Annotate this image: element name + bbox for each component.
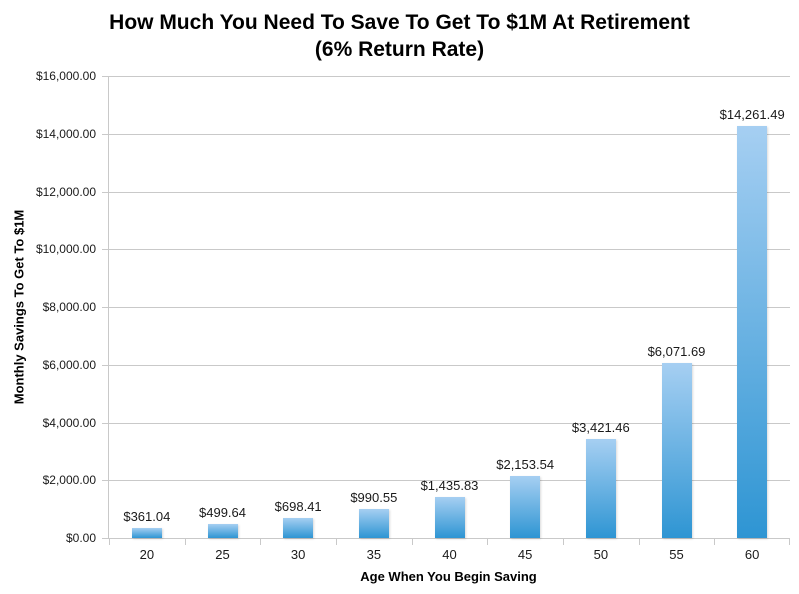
x-axis-tick xyxy=(184,539,186,545)
bar xyxy=(510,475,541,538)
bar-value-label: $2,153.54 xyxy=(496,456,555,472)
y-tick-label: $8,000.00 xyxy=(42,300,96,314)
y-tick-label: $0.00 xyxy=(65,531,96,545)
gridline xyxy=(109,76,790,77)
bar xyxy=(434,496,465,538)
bar xyxy=(207,523,238,538)
y-axis-tick xyxy=(102,422,108,424)
y-axis-tick xyxy=(102,76,108,77)
plot-area: $361.04 20 $499.64 25 $698.41 30 $990.55 35 $1,4… xyxy=(102,76,790,562)
bar xyxy=(131,527,162,538)
x-tick-label: 25 xyxy=(215,547,230,562)
bar-value-label: $499.64 xyxy=(199,504,246,520)
bar xyxy=(737,126,768,538)
y-tick-label: $4,000.00 xyxy=(42,415,96,430)
y-axis-tick xyxy=(102,364,108,366)
chart-title-line1: How Much You Need To Save To Get To $1M … xyxy=(109,11,690,34)
y-axis-tick xyxy=(102,307,108,308)
y-axis-tick xyxy=(102,480,108,482)
y-axis-tick xyxy=(102,249,108,251)
gridline xyxy=(109,191,790,193)
bar-value-label: $3,421.46 xyxy=(571,420,630,436)
bar-value-label: $14,261.49 xyxy=(719,107,785,123)
y-tick-label: $10,000.00 xyxy=(35,242,96,257)
y-tick-label: $6,000.00 xyxy=(42,357,96,372)
x-axis-tick xyxy=(487,539,489,545)
x-tick-label: 60 xyxy=(744,547,760,562)
x-axis-tick xyxy=(109,539,110,545)
bar-value-label: $1,435.83 xyxy=(420,477,479,493)
x-tick-label: 45 xyxy=(517,547,533,562)
x-axis-tick xyxy=(411,539,413,545)
gridline xyxy=(109,422,790,424)
x-axis-tick xyxy=(563,539,564,545)
x-axis-tick xyxy=(336,539,337,545)
gridline xyxy=(109,364,790,366)
y-axis-tick xyxy=(102,538,108,539)
y-tick-label: $16,000.00 xyxy=(35,69,96,83)
chart-title-line2: (6% Return Rate) xyxy=(314,38,485,61)
x-tick-label: 50 xyxy=(593,547,609,562)
x-tick-label: 20 xyxy=(139,547,155,562)
gridline xyxy=(109,249,790,251)
x-tick-label: 40 xyxy=(442,547,457,562)
x-axis-title: Age When You Begin Saving xyxy=(360,569,537,584)
gridline xyxy=(109,307,790,308)
bar xyxy=(358,509,389,538)
bar xyxy=(661,362,692,538)
x-axis-tick xyxy=(789,539,790,545)
y-tick-label: $14,000.00 xyxy=(35,126,96,141)
y-axis-tick xyxy=(102,133,108,135)
bar-value-label: $990.55 xyxy=(350,490,398,506)
bar-value-label: $6,071.69 xyxy=(647,343,706,359)
x-axis-tick xyxy=(638,539,640,545)
bar-value-label: $698.41 xyxy=(274,498,322,514)
bar xyxy=(283,517,314,538)
bar-value-label: $361.04 xyxy=(123,508,171,524)
x-tick-label: 55 xyxy=(669,547,684,562)
x-axis-tick xyxy=(714,539,716,545)
x-axis-tick xyxy=(260,539,262,545)
y-axis-tick xyxy=(102,191,108,193)
y-tick-label: $12,000.00 xyxy=(35,184,96,199)
y-tick-label: $2,000.00 xyxy=(42,473,96,488)
chart-title: How Much You Need To Save To Get To $1M … xyxy=(0,9,799,63)
gridline xyxy=(109,480,790,482)
gridline xyxy=(109,133,790,135)
x-tick-label: 30 xyxy=(290,547,306,562)
bar xyxy=(585,439,616,538)
x-tick-label: 35 xyxy=(366,547,382,562)
